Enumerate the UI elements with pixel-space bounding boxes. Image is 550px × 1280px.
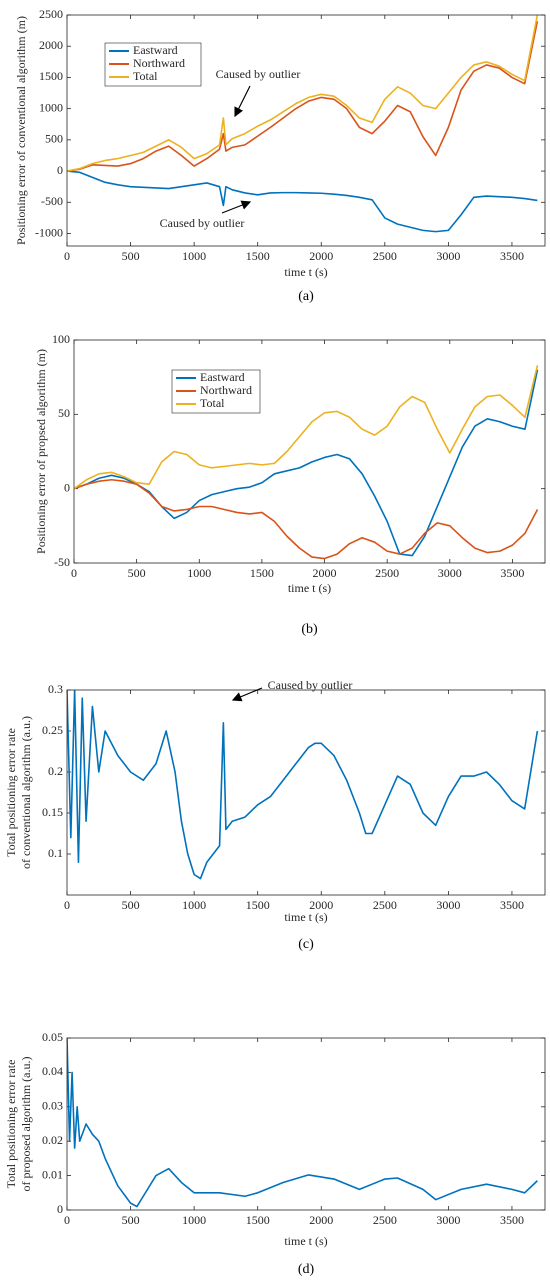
panel-label: (d) [298, 1262, 315, 1277]
x-tick-label: 2500 [375, 566, 399, 580]
y-tick-label: -50 [54, 555, 70, 569]
x-tick-label: 1500 [246, 898, 270, 912]
x-tick-label: 2000 [309, 1213, 333, 1227]
annotation-arrow [234, 85, 251, 118]
y-tick-label: 0.25 [42, 723, 63, 737]
y-tick-label: 0.15 [42, 805, 63, 819]
y-tick-label: 0.01 [42, 1167, 63, 1181]
x-tick-label: 1000 [187, 566, 211, 580]
x-tick-label: 2000 [313, 566, 337, 580]
y-tick-label: 0.05 [42, 1030, 63, 1044]
x-tick-label: 1000 [182, 1213, 206, 1227]
data-line [67, 21, 539, 172]
y-tick-label: 100 [52, 332, 70, 346]
x-tick-label: 0 [64, 1213, 70, 1227]
y-axis-label: Total positioning error rate [4, 1060, 18, 1189]
y-tick-label: 0.04 [42, 1064, 63, 1078]
x-tick-label: 3000 [438, 566, 462, 580]
legend-label: Total [133, 69, 158, 83]
x-tick-label: 3000 [436, 249, 460, 263]
x-tick-label: 500 [128, 566, 146, 580]
x-tick-label: 0 [64, 898, 70, 912]
y-tick-label: 50 [58, 406, 70, 420]
x-tick-label: 1000 [182, 249, 206, 263]
x-tick-label: 2500 [373, 249, 397, 263]
annotation: Caused by outlier [216, 67, 301, 81]
legend-label: Total [200, 396, 225, 410]
plot-frame [66, 14, 546, 247]
y-tick-label: 0.02 [42, 1133, 63, 1147]
x-tick-label: 3000 [436, 1213, 460, 1227]
x-tick-label: 0 [71, 566, 77, 580]
x-tick-label: 2000 [309, 898, 333, 912]
x-tick-label: 500 [122, 249, 140, 263]
y-axis-label: Positioning error of propsed algorithm (… [34, 349, 48, 554]
y-tick-label: 2000 [39, 38, 63, 52]
x-tick-label: 3500 [500, 898, 524, 912]
y-tick-label: 0 [57, 163, 63, 177]
annotation-arrow [221, 200, 252, 214]
x-tick-label: 500 [122, 1213, 140, 1227]
data-line [67, 1038, 538, 1208]
y-tick-label: 0.2 [48, 764, 63, 778]
x-tick-label: 1500 [250, 566, 274, 580]
y-axis-label: Positioning error of conventional algori… [14, 16, 28, 245]
x-tick-label: 2500 [373, 1213, 397, 1227]
data-line [67, 690, 539, 880]
y-tick-label: -1000 [35, 225, 63, 239]
x-tick-label: 1000 [182, 898, 206, 912]
x-tick-label: 0 [64, 249, 70, 263]
y-tick-label: 1500 [39, 69, 63, 83]
y-tick-label: -500 [41, 194, 63, 208]
x-tick-label: 3500 [500, 1213, 524, 1227]
data-line [74, 365, 539, 490]
x-tick-label: 500 [122, 898, 140, 912]
x-tick-label: 2000 [309, 249, 333, 263]
x-tick-label: 2500 [373, 898, 397, 912]
annotation: Caused by outlier [160, 216, 245, 230]
x-tick-label: 3500 [500, 249, 524, 263]
legend-label: Northward [133, 56, 185, 70]
y-tick-label: 2500 [39, 7, 63, 21]
plot-frame [73, 339, 546, 564]
x-tick-label: 3500 [500, 566, 524, 580]
data-line [67, 170, 538, 233]
y-tick-label: 1000 [39, 100, 63, 114]
data-line [67, 15, 539, 172]
y-tick-label: 0.03 [42, 1099, 63, 1113]
panel-label: (a) [298, 289, 314, 304]
y-tick-label: 0 [64, 480, 70, 494]
x-axis-label: time t (s) [284, 910, 327, 924]
legend-label: Eastward [133, 43, 178, 57]
x-axis-label: time t (s) [284, 265, 327, 279]
annotation-arrow [231, 687, 263, 702]
annotation: Caused by outlier [268, 678, 353, 692]
panel-label: (c) [298, 937, 314, 952]
plot-frame [66, 1037, 546, 1211]
panel-label: (b) [301, 622, 318, 637]
data-line [74, 369, 539, 557]
x-tick-label: 1500 [246, 249, 270, 263]
data-line [74, 478, 539, 560]
legend-label: Northward [200, 383, 252, 397]
y-tick-label: 0.3 [48, 682, 63, 696]
y-axis-label: of conventional algorithm (a.u.) [19, 716, 33, 869]
y-tick-label: 0.1 [48, 846, 63, 860]
x-tick-label: 1500 [246, 1213, 270, 1227]
x-tick-label: 3000 [436, 898, 460, 912]
x-axis-label: time t (s) [284, 1234, 327, 1248]
plot-frame [66, 689, 546, 896]
y-tick-label: 500 [45, 132, 63, 146]
x-axis-label: time t (s) [288, 581, 331, 595]
y-axis-label: of proposed algorithm (a.u.) [19, 1057, 33, 1192]
y-tick-label: 0 [57, 1202, 63, 1216]
legend-label: Eastward [200, 370, 245, 384]
y-axis-label: Total positioning error rate [4, 728, 18, 857]
